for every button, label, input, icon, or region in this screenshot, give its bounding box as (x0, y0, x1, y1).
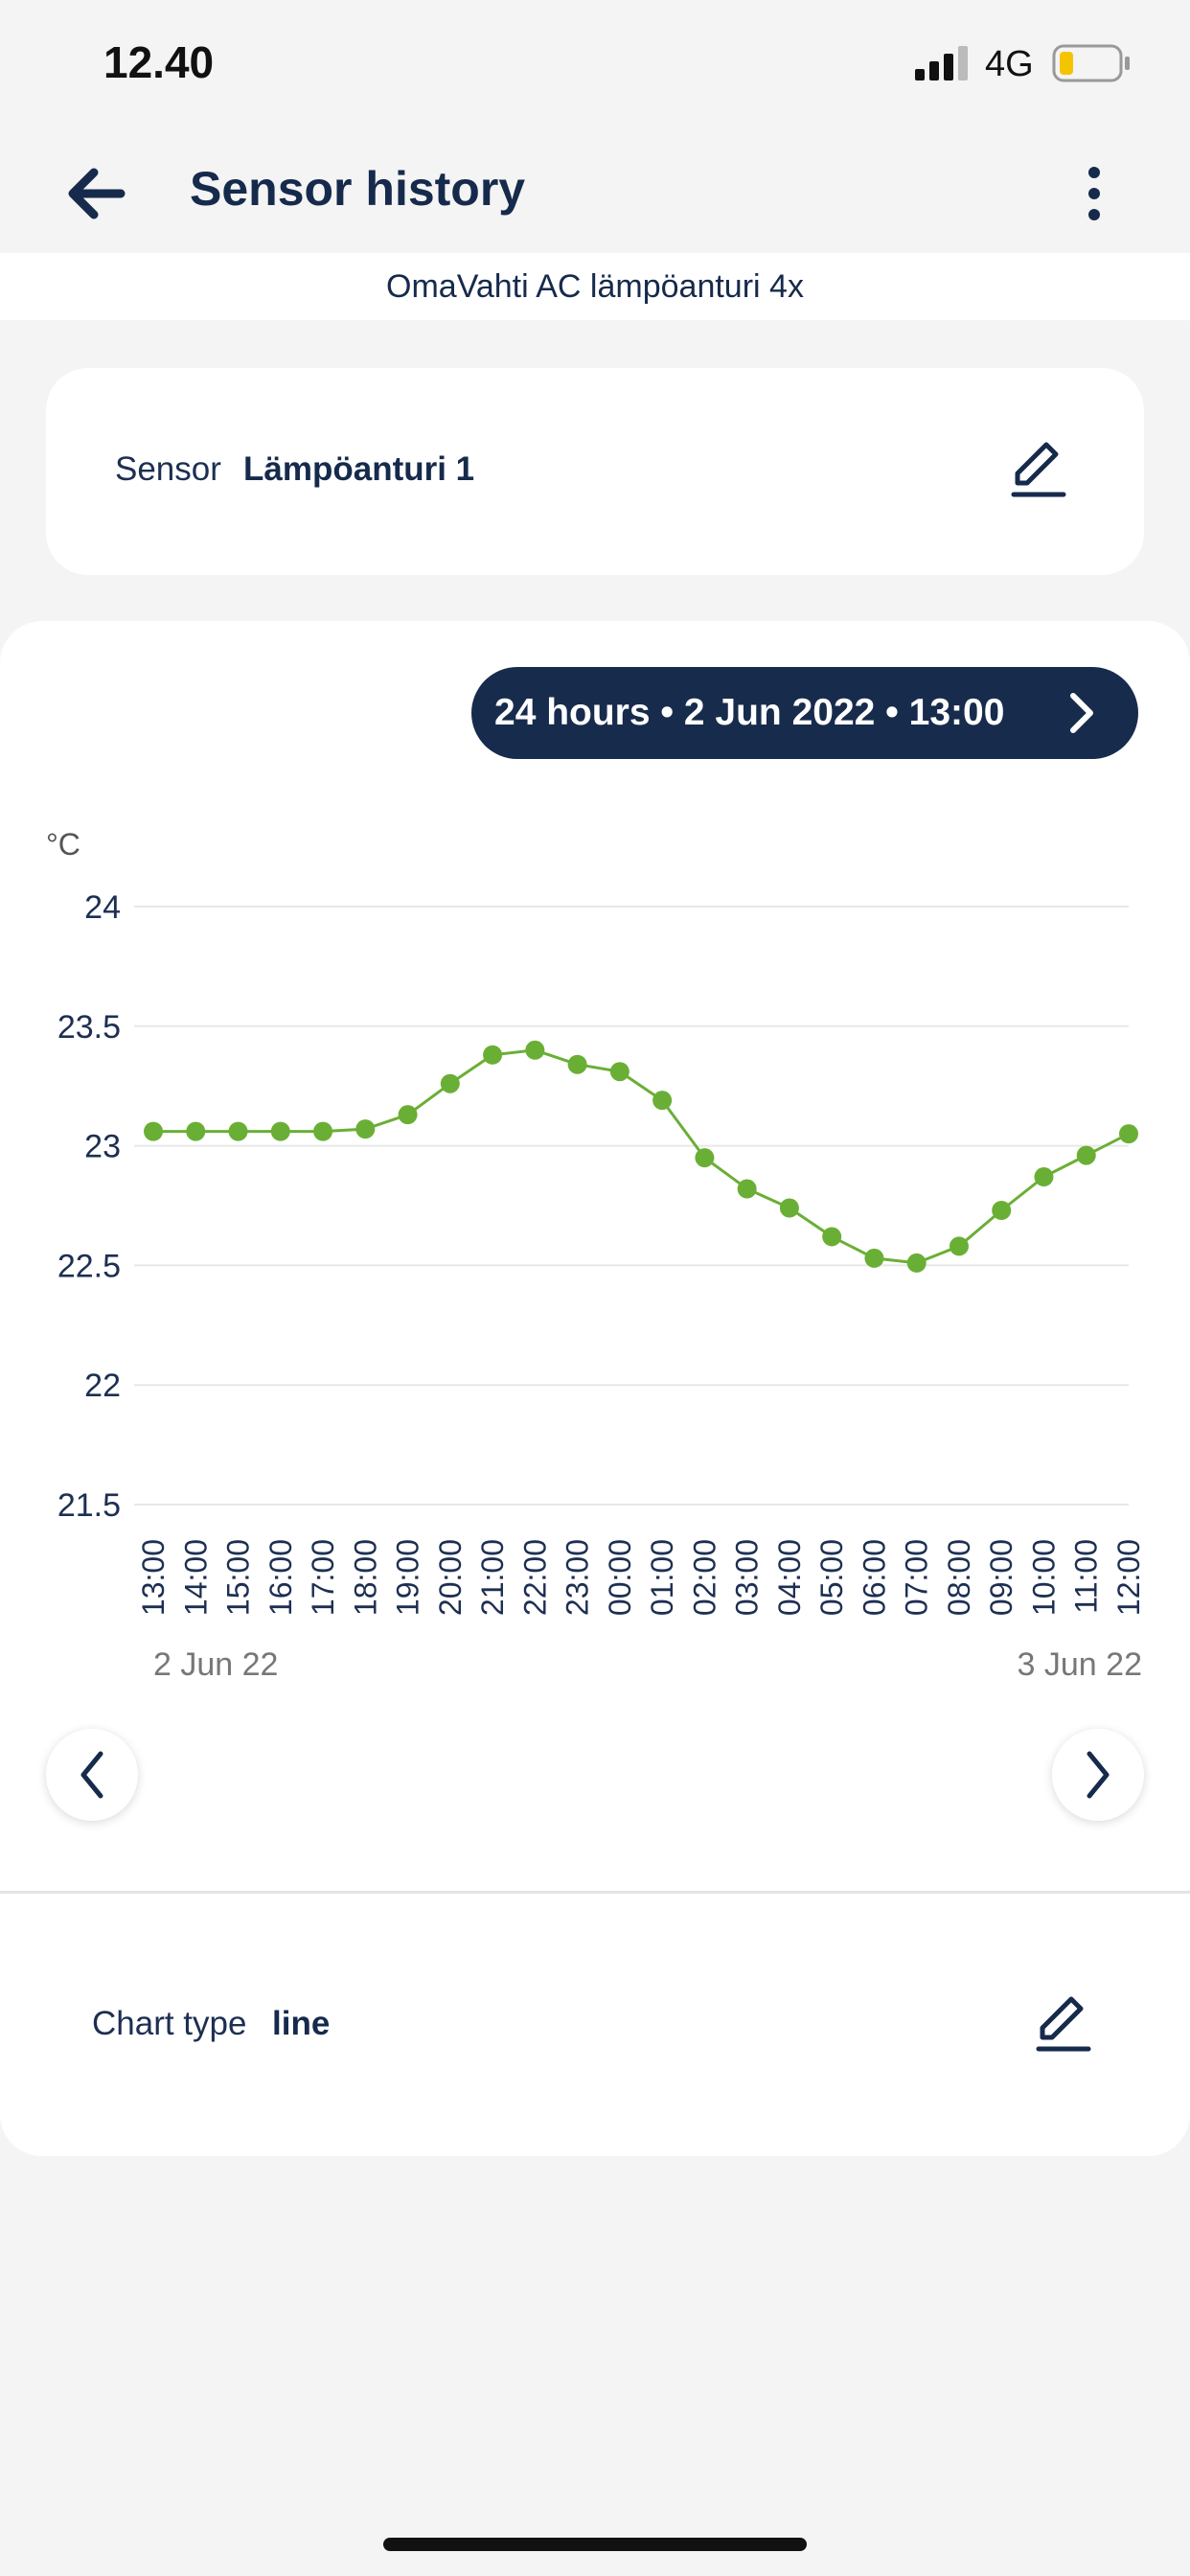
chart-type-value: line (272, 2005, 331, 2042)
x-tick-label: 14:00 (178, 1539, 213, 1616)
chevron-right-icon (1087, 1751, 1110, 1799)
data-point (864, 1248, 884, 1268)
data-point (525, 1040, 545, 1060)
pencil-icon (1036, 1996, 1091, 2052)
time-range-label: 24 hours • 2 Jun 2022 • 13:00 (494, 692, 1005, 733)
data-point (567, 1054, 587, 1074)
x-tick-label: 23:00 (561, 1539, 595, 1616)
date-end-label: 3 Jun 22 (1018, 1646, 1142, 1683)
series-line (153, 1048, 1130, 1265)
chevron-left-icon (80, 1751, 103, 1799)
x-tick-label: 13:00 (136, 1539, 171, 1616)
y-tick-label: 23 (84, 1129, 121, 1165)
data-point (483, 1045, 503, 1065)
time-range-button[interactable]: 24 hours • 2 Jun 2022 • 13:00 (471, 667, 1138, 759)
x-tick-label: 06:00 (857, 1539, 891, 1616)
data-point (1034, 1167, 1054, 1187)
chart-type-label: Chart type (92, 2005, 247, 2042)
data-point (949, 1236, 969, 1256)
page-title: Sensor history (190, 162, 526, 216)
status-time: 12.40 (103, 37, 215, 87)
battery-icon (1052, 44, 1130, 82)
back-button[interactable] (56, 153, 136, 234)
x-tick-label: 17:00 (306, 1539, 340, 1616)
data-point (228, 1121, 248, 1141)
next-period-button[interactable] (1052, 1729, 1144, 1821)
x-tick-label: 07:00 (900, 1539, 934, 1616)
x-tick-label: 09:00 (984, 1539, 1018, 1616)
x-tick-label: 08:00 (942, 1539, 976, 1616)
x-tick-label: 00:00 (603, 1539, 637, 1616)
data-point (398, 1105, 418, 1125)
x-tick-label: 05:00 (814, 1539, 849, 1616)
section-divider (0, 1891, 1190, 1894)
y-tick-label: 21.5 (57, 1487, 121, 1524)
x-tick-label: 22:00 (517, 1539, 552, 1616)
network-type: 4G (985, 44, 1034, 84)
data-point (906, 1253, 927, 1273)
signal-icon (915, 46, 968, 80)
y-tick-label: 23.5 (57, 1009, 121, 1046)
y-tick-label: 22 (84, 1368, 121, 1404)
x-tick-label: 19:00 (391, 1539, 425, 1616)
temperature-chart: °C 24 23.5 23 22.5 22 21.5 13:00 14:00 15:00 16:… (46, 827, 1146, 1683)
data-point (1076, 1145, 1096, 1165)
x-tick-label: 10:00 (1026, 1539, 1061, 1616)
x-tick-label: 20:00 (433, 1539, 468, 1616)
data-point (186, 1121, 206, 1141)
x-tick-label: 03:00 (730, 1539, 765, 1616)
edit-sensor-button[interactable] (1000, 431, 1077, 508)
data-point (652, 1091, 673, 1111)
sensor-value: Lämpöanturi 1 (243, 450, 475, 488)
x-tick-label: 12:00 (1111, 1539, 1146, 1616)
x-tick-label: 21:00 (475, 1539, 510, 1616)
data-point (313, 1121, 333, 1141)
data-point (440, 1073, 460, 1093)
x-tick-label: 04:00 (772, 1539, 807, 1616)
data-points (144, 1040, 1138, 1273)
data-point (992, 1200, 1012, 1220)
data-point (779, 1198, 799, 1218)
sensor-label: Sensor (115, 450, 221, 488)
x-tick-label: 01:00 (645, 1539, 679, 1616)
more-menu-button[interactable] (1064, 153, 1125, 234)
x-tick-label: 16:00 (263, 1539, 298, 1616)
arrow-left-icon (68, 168, 126, 219)
y-axis-ticks: 24 23.5 23 22.5 22 21.5 (57, 889, 121, 1524)
data-point (822, 1227, 842, 1247)
x-tick-label: 15:00 (221, 1539, 256, 1616)
home-indicator (383, 2538, 807, 2551)
x-tick-label: 18:00 (348, 1539, 382, 1616)
data-point (1119, 1124, 1138, 1144)
x-axis-ticks: 13:00 14:00 15:00 16:00 17:00 18:00 19:00 20:00… (136, 1539, 1146, 1616)
chart-card: 24 hours • 2 Jun 2022 • 13:00 °C 24 23.5 2… (0, 621, 1190, 2156)
device-name: OmaVahti AC lämpöanturi 4x (0, 253, 1190, 320)
pencil-icon (1011, 442, 1066, 497)
edit-chart-type-button[interactable] (1025, 1986, 1102, 2062)
data-point (737, 1179, 757, 1199)
y-tick-label: 22.5 (57, 1248, 121, 1284)
date-start-label: 2 Jun 22 (153, 1646, 278, 1683)
data-point (695, 1148, 715, 1168)
sensor-card: Sensor Lämpöanturi 1 (46, 368, 1144, 575)
data-point (144, 1121, 163, 1141)
y-axis-unit: °C (46, 827, 80, 862)
data-point (355, 1119, 376, 1139)
data-point (270, 1121, 290, 1141)
y-tick-label: 24 (84, 889, 121, 926)
previous-period-button[interactable] (46, 1729, 138, 1821)
chart-grid (134, 906, 1129, 1506)
x-tick-label: 11:00 (1069, 1539, 1104, 1614)
data-point (609, 1062, 629, 1082)
more-vertical-icon (1088, 167, 1100, 220)
x-tick-label: 02:00 (687, 1539, 721, 1616)
chevron-right-icon (1070, 693, 1093, 733)
